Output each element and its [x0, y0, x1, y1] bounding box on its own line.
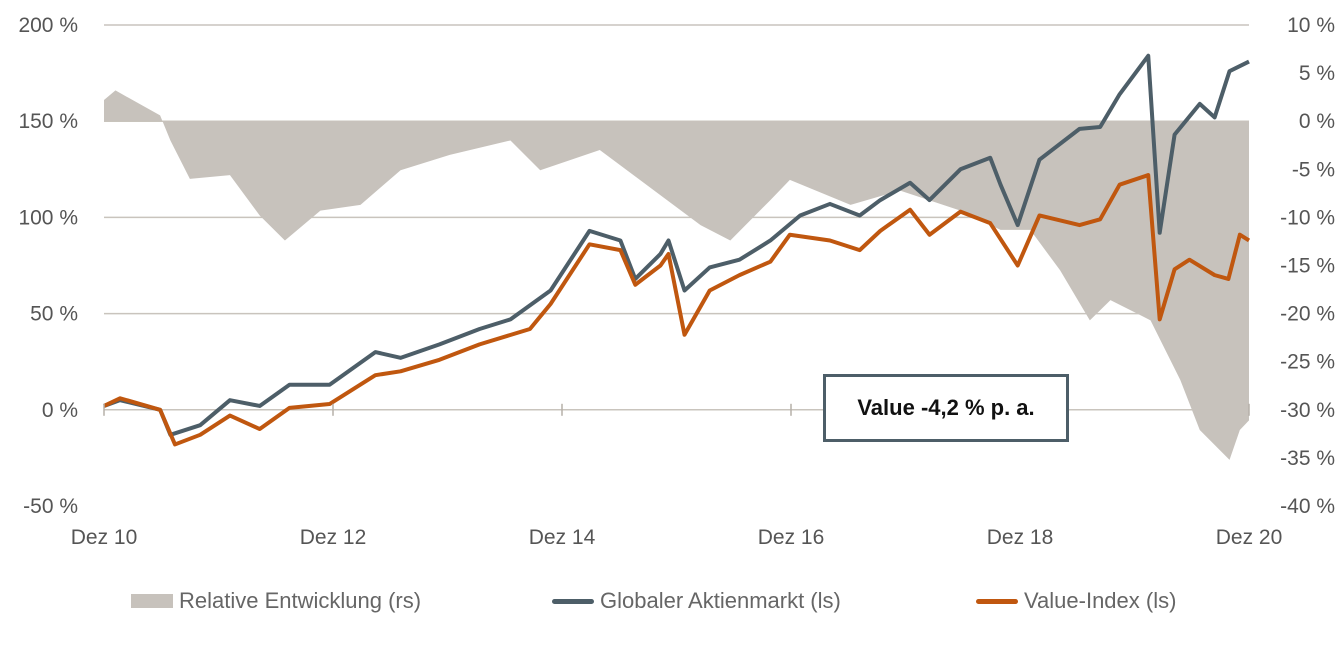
x-tick-label: Dez 16: [758, 526, 825, 549]
x-tick-label: Dez 14: [529, 526, 596, 549]
legend: Relative Entwicklung (rs) Globaler Aktie…: [0, 588, 1339, 620]
relative-performance-area: [104, 90, 1249, 460]
legend-swatch-global: [552, 598, 594, 604]
legend-label: Value-Index (ls): [1024, 588, 1177, 613]
chart-plot: 200 % 150 % 100 % 50 % 0 % -50 % 10 % 5 % 0 % -5 …: [18, 14, 1335, 549]
legend-label: Relative Entwicklung (rs): [179, 588, 422, 613]
legend-swatch-relative: [131, 594, 173, 608]
y-right-tick-label: -40 %: [1280, 495, 1335, 518]
y-left-tick-label: 0 %: [42, 399, 78, 422]
y-right-tick-label: -20 %: [1280, 303, 1335, 326]
x-tick-label: Dez 10: [71, 526, 138, 549]
x-tick-label: Dez 12: [300, 526, 367, 549]
legend-swatch-value: [976, 598, 1018, 604]
legend-item-relative: Relative Entwicklung (rs): [131, 588, 421, 614]
y-left-tick-label: 50 %: [30, 303, 78, 326]
x-tick-label: Dez 18: [987, 526, 1054, 549]
y-left-tick-label: 150 %: [18, 110, 78, 133]
legend-item-global: Globaler Aktienmarkt (ls): [552, 588, 841, 614]
y-left-tick-label: 100 %: [18, 206, 78, 229]
y-right-tick-label: 10 %: [1287, 14, 1335, 37]
y-right-tick-label: -25 %: [1280, 351, 1335, 374]
y-right-tick-label: 0 %: [1299, 110, 1335, 133]
legend-label: Globaler Aktienmarkt (ls): [600, 588, 841, 613]
y-right-tick-label: 5 %: [1299, 62, 1335, 85]
y-left-tick-label: -50 %: [23, 495, 78, 518]
x-tick-label: Dez 20: [1216, 526, 1283, 549]
y-right-tick-label: -5 %: [1292, 158, 1335, 181]
y-right-tick-label: -30 %: [1280, 399, 1335, 422]
y-right-tick-label: -35 %: [1280, 447, 1335, 470]
y-left-tick-label: 200 %: [18, 14, 78, 37]
annotation-box: Value -4,2 % p. a.: [823, 374, 1069, 442]
legend-item-value: Value-Index (ls): [976, 588, 1176, 614]
y-right-tick-label: -15 %: [1280, 255, 1335, 278]
y-right-tick-label: -10 %: [1280, 206, 1335, 229]
